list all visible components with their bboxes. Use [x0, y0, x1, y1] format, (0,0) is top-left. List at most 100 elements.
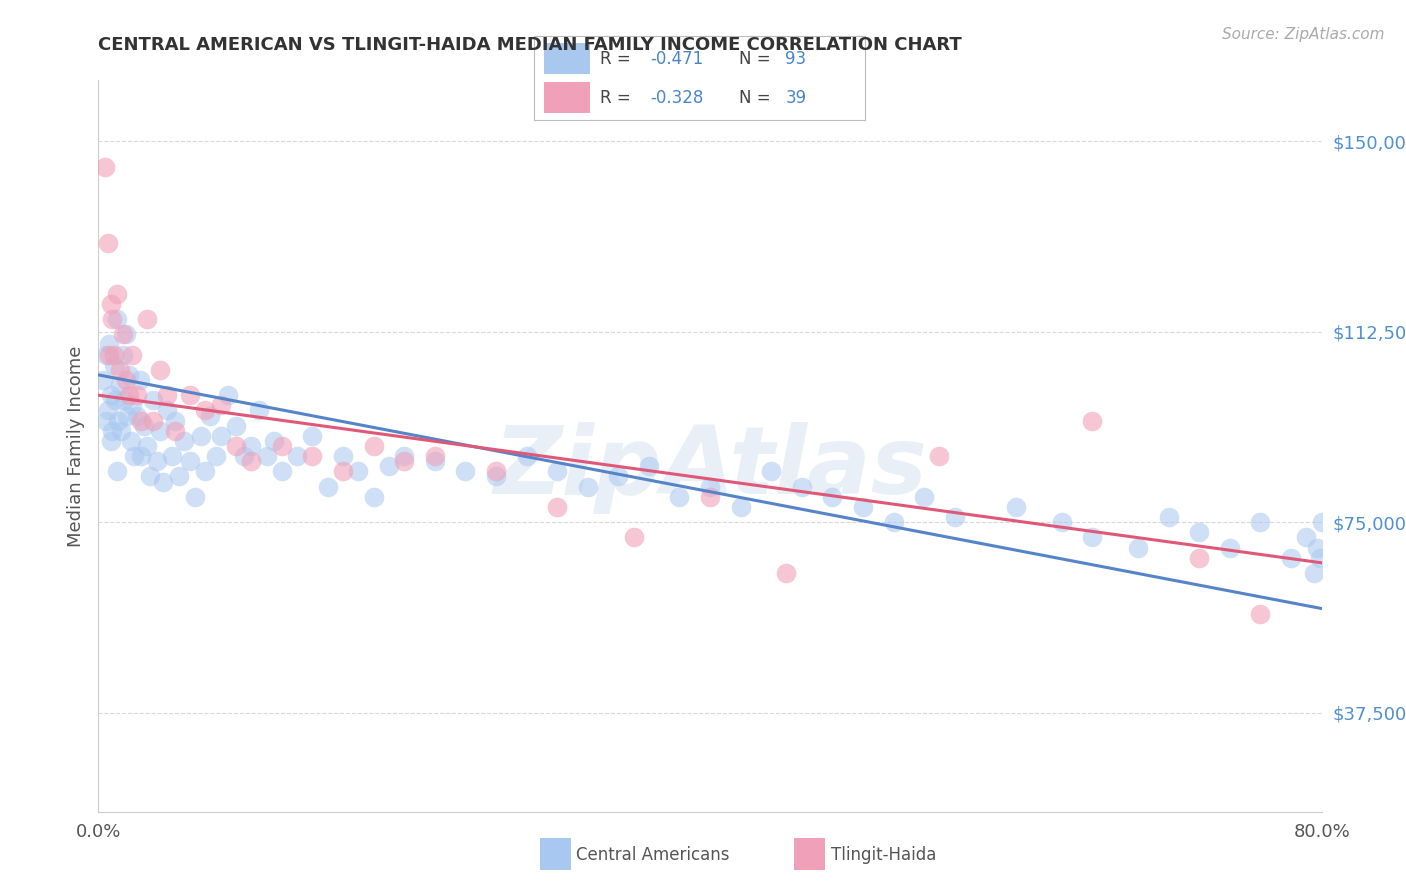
Point	[516, 449, 538, 463]
Point	[111, 347, 134, 362]
Point	[392, 454, 416, 468]
Point	[1004, 500, 1026, 514]
Point	[105, 286, 128, 301]
Bar	[544, 44, 591, 74]
Point	[1249, 607, 1271, 621]
Point	[623, 530, 645, 544]
Point	[883, 515, 905, 529]
Point	[91, 373, 114, 387]
Point	[107, 414, 129, 428]
Point	[179, 454, 201, 468]
Point	[94, 414, 117, 428]
Text: Central Americans: Central Americans	[576, 846, 730, 863]
Text: -0.471: -0.471	[650, 50, 703, 68]
Point	[1219, 541, 1241, 555]
Point	[852, 500, 875, 514]
Point	[546, 500, 568, 514]
Point	[108, 363, 131, 377]
Point	[117, 409, 139, 423]
Point	[149, 363, 172, 377]
Point	[240, 454, 263, 468]
Point	[129, 449, 152, 463]
Point	[115, 373, 138, 387]
Point	[247, 403, 270, 417]
Point	[101, 312, 124, 326]
Point	[699, 480, 721, 494]
Point	[145, 454, 167, 468]
Point	[179, 388, 201, 402]
Point	[104, 393, 127, 408]
Point	[668, 490, 690, 504]
Point	[217, 388, 239, 402]
Point	[699, 490, 721, 504]
Text: ZipAtlas: ZipAtlas	[494, 422, 927, 514]
Point	[125, 388, 148, 402]
Text: Tlingit-Haida: Tlingit-Haida	[831, 846, 936, 863]
Point	[378, 459, 401, 474]
Point	[98, 337, 121, 351]
Point	[1188, 525, 1211, 540]
Point	[270, 439, 292, 453]
Point	[97, 235, 120, 250]
Y-axis label: Median Family Income: Median Family Income	[66, 345, 84, 547]
Point	[97, 403, 120, 417]
Point	[423, 454, 446, 468]
Point	[775, 566, 797, 580]
Point	[125, 409, 148, 423]
Point	[225, 439, 247, 453]
Point	[485, 464, 508, 478]
Point	[1279, 550, 1302, 565]
Point	[546, 464, 568, 478]
Point	[423, 449, 446, 463]
Point	[142, 414, 165, 428]
Point	[485, 469, 508, 483]
Point	[105, 464, 128, 478]
Point	[118, 368, 141, 382]
Point	[120, 434, 142, 448]
Point	[759, 464, 782, 478]
Point	[112, 393, 135, 408]
Point	[98, 347, 121, 362]
Point	[103, 347, 125, 362]
Point	[1310, 515, 1333, 529]
Point	[108, 378, 131, 392]
Point	[136, 312, 159, 326]
Point	[392, 449, 416, 463]
Point	[136, 439, 159, 453]
Point	[1309, 550, 1331, 565]
Point	[134, 418, 156, 433]
Point	[94, 347, 117, 362]
Text: 93: 93	[786, 50, 807, 68]
Point	[160, 449, 183, 463]
Text: 39: 39	[786, 88, 807, 106]
Point	[205, 449, 228, 463]
Point	[332, 464, 354, 478]
Point	[232, 449, 254, 463]
Point	[100, 388, 122, 402]
Point	[163, 414, 186, 428]
Point	[129, 414, 152, 428]
Point	[173, 434, 195, 448]
Point	[607, 469, 630, 483]
Point	[912, 490, 935, 504]
Point	[1081, 414, 1104, 428]
Point	[105, 312, 128, 326]
Point	[103, 358, 125, 372]
Text: CENTRAL AMERICAN VS TLINGIT-HAIDA MEDIAN FAMILY INCOME CORRELATION CHART: CENTRAL AMERICAN VS TLINGIT-HAIDA MEDIAN…	[98, 36, 962, 54]
Point	[1050, 515, 1073, 529]
Point	[301, 429, 323, 443]
Point	[194, 464, 217, 478]
Point	[163, 424, 186, 438]
Bar	[544, 82, 591, 112]
Point	[209, 429, 232, 443]
Point	[121, 398, 143, 412]
Text: N =: N =	[740, 50, 776, 68]
Point	[152, 475, 174, 489]
Point	[240, 439, 263, 453]
Point	[209, 398, 232, 412]
Point	[100, 434, 122, 448]
Point	[184, 490, 207, 504]
Point	[93, 160, 115, 174]
Point	[225, 418, 247, 433]
Point	[121, 347, 143, 362]
